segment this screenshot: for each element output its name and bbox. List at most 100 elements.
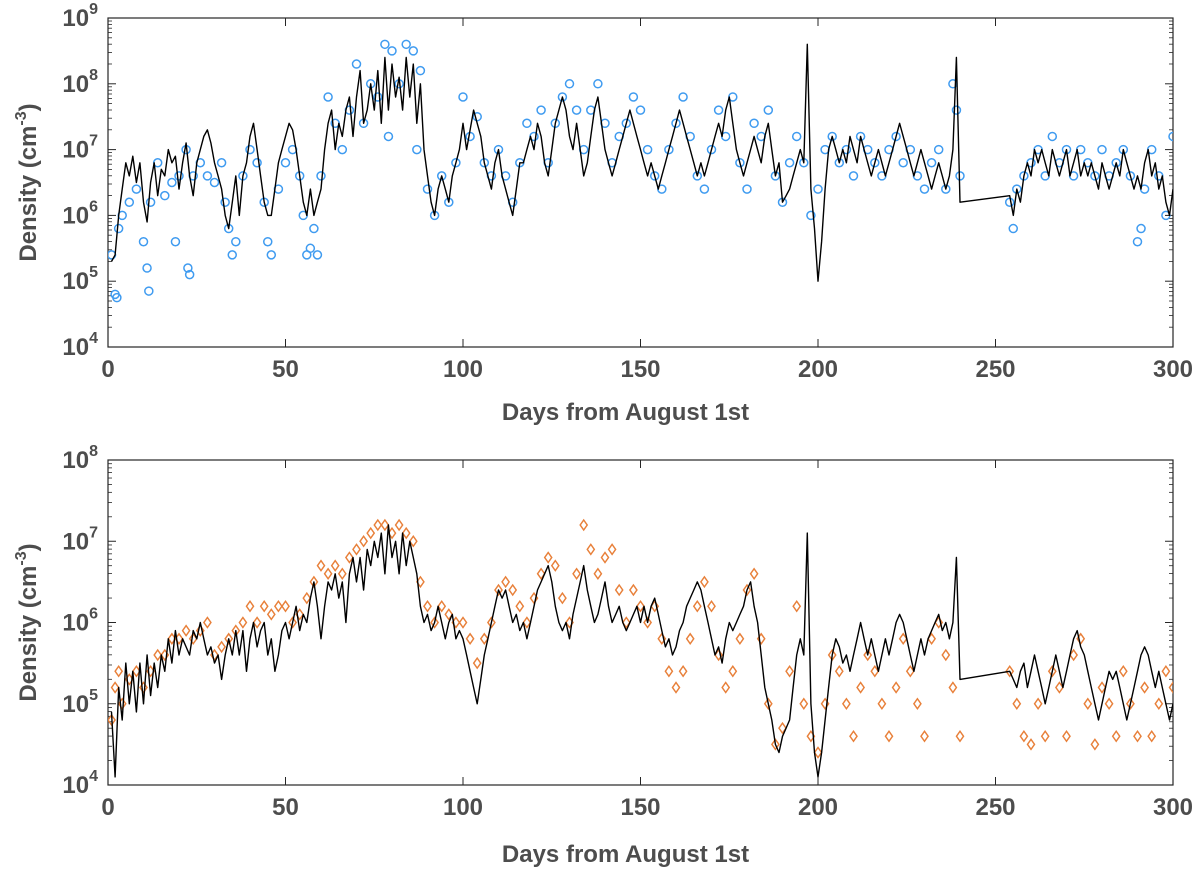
observed-point xyxy=(131,184,142,194)
observed-point xyxy=(834,664,844,678)
observed-point xyxy=(220,197,230,207)
observed-point xyxy=(1111,729,1121,743)
observed-point xyxy=(593,567,603,581)
y-tick-label: 106 xyxy=(62,198,98,229)
y-tick-label: 106 xyxy=(62,606,98,637)
observed-point xyxy=(564,79,575,89)
observed-point xyxy=(280,158,291,168)
observed-point xyxy=(664,144,674,155)
observed-point xyxy=(373,92,383,102)
observed-point xyxy=(383,131,394,142)
observed-point xyxy=(415,65,426,76)
observed-point xyxy=(870,664,880,678)
y-tick-base: 10 xyxy=(62,5,89,32)
observed-point xyxy=(621,616,631,629)
x-tick-label: 300 xyxy=(1153,356,1193,383)
y-tick-exponent: 8 xyxy=(89,443,98,460)
y-tick-exponent: 7 xyxy=(89,133,98,150)
observed-point xyxy=(1125,171,1136,181)
observed-point xyxy=(792,599,802,613)
y-tick-label: 108 xyxy=(62,443,98,474)
observed-point xyxy=(649,171,660,181)
observed-point xyxy=(153,648,163,662)
observed-point xyxy=(142,263,152,273)
observed-point xyxy=(231,624,241,637)
observed-point xyxy=(245,599,255,613)
observed-point xyxy=(628,92,639,102)
observed-point xyxy=(366,526,376,540)
observed-point xyxy=(948,681,958,694)
observed-point xyxy=(926,158,937,168)
observed-point xyxy=(877,697,887,711)
observed-point xyxy=(1097,681,1107,694)
observed-point xyxy=(1132,236,1143,247)
observed-point xyxy=(312,250,323,260)
observed-point xyxy=(145,197,156,207)
observed-point xyxy=(763,697,773,711)
observed-point xyxy=(536,105,546,115)
observed-point xyxy=(920,729,929,743)
observed-point xyxy=(458,616,468,629)
observed-point xyxy=(423,599,432,613)
observed-point xyxy=(912,697,922,711)
observed-point xyxy=(919,184,930,194)
y-tick-exponent: 7 xyxy=(89,524,98,541)
observed-point xyxy=(1008,223,1018,234)
y-tick-base: 10 xyxy=(62,137,89,164)
observed-point xyxy=(408,534,418,548)
observed-point xyxy=(579,518,589,532)
observed-point xyxy=(849,729,858,743)
x-tick-label: 200 xyxy=(798,794,838,821)
observed-point xyxy=(572,567,582,581)
observed-point xyxy=(224,632,234,646)
observed-point xyxy=(642,144,653,155)
observed-point xyxy=(557,591,567,605)
observed-point xyxy=(721,681,731,694)
y-tick-exponent: 4 xyxy=(89,768,98,785)
observed-point xyxy=(344,551,354,564)
observed-point xyxy=(195,624,205,637)
observed-point xyxy=(252,158,262,168)
observed-point xyxy=(1047,664,1057,678)
observed-point xyxy=(337,567,347,581)
observed-point xyxy=(621,118,632,129)
observed-point xyxy=(671,681,681,694)
observed-point xyxy=(263,236,273,247)
observed-point xyxy=(259,599,269,613)
observed-point xyxy=(138,236,149,247)
observed-point xyxy=(1118,664,1128,678)
y-tick-label: 104 xyxy=(62,330,98,361)
observed-point xyxy=(1069,648,1079,662)
observed-point xyxy=(231,236,241,247)
observed-point xyxy=(884,729,894,743)
observed-point xyxy=(1104,697,1114,711)
observed-point xyxy=(791,131,802,142)
observed-point xyxy=(437,599,447,613)
observed-point xyxy=(114,664,124,678)
observed-point xyxy=(309,223,319,234)
observed-point xyxy=(1026,738,1036,751)
observed-point xyxy=(778,721,787,735)
observed-point xyxy=(706,144,717,155)
y-tick-label: 105 xyxy=(62,264,98,295)
y-tick-label: 104 xyxy=(62,768,98,799)
x-axis-title: Days from August 1st xyxy=(502,841,749,868)
y-tick-label: 109 xyxy=(62,1,98,32)
observed-point xyxy=(742,583,752,597)
observed-point xyxy=(494,583,503,597)
observed-point xyxy=(227,250,237,260)
observed-point xyxy=(891,131,901,142)
observed-point xyxy=(1012,697,1022,711)
observed-point xyxy=(110,681,120,694)
observed-point xyxy=(799,697,809,711)
y-tick-exponent: 8 xyxy=(89,67,98,84)
observed-point xyxy=(305,243,316,254)
model-line xyxy=(110,43,1173,282)
x-tick-label: 200 xyxy=(798,356,838,383)
observed-point xyxy=(571,105,582,115)
observed-point xyxy=(1047,131,1058,142)
observed-point xyxy=(1125,697,1135,711)
observed-point xyxy=(813,746,823,759)
observed-point xyxy=(359,534,369,548)
observed-point xyxy=(841,697,851,711)
